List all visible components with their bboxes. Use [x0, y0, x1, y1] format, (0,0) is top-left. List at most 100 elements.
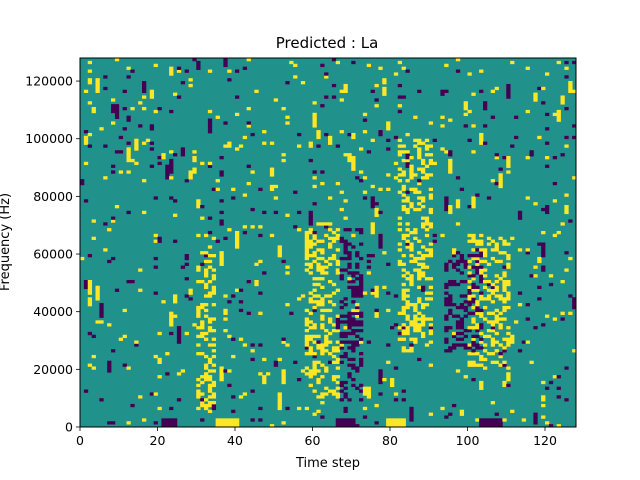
- heatmap-cell-low: [444, 282, 449, 290]
- heatmap-cell-low: [467, 205, 472, 209]
- heatmap-cell-low: [452, 279, 457, 287]
- x-tick-label: 120: [533, 433, 557, 448]
- heatmap-cell-low: [192, 58, 197, 62]
- heatmap-cell-high: [467, 259, 472, 264]
- heatmap-cell-high: [537, 135, 542, 140]
- heatmap-cell-high: [424, 153, 430, 157]
- heatmap-cell-high: [196, 352, 201, 356]
- heatmap-cell-high: [502, 297, 507, 304]
- heatmap-cell-high: [320, 265, 325, 275]
- heatmap-cell-high: [316, 222, 321, 226]
- heatmap-cell-high: [207, 369, 213, 373]
- heatmap-cell-high: [308, 228, 313, 235]
- heatmap-cell-high: [200, 380, 205, 385]
- heatmap-cell-high: [467, 72, 472, 76]
- heatmap-cell-high: [428, 144, 434, 148]
- heatmap-cell-high: [215, 179, 220, 183]
- heatmap-cell-high: [87, 132, 93, 137]
- heatmap-cell-low: [467, 311, 472, 315]
- heatmap-cell-low: [359, 311, 364, 318]
- heatmap-cell-low: [525, 317, 530, 321]
- heatmap-cell-high: [138, 268, 143, 272]
- heatmap-cell-high: [95, 78, 100, 93]
- x-tick-label: 80: [382, 433, 398, 448]
- heatmap-cell-low: [142, 81, 147, 93]
- heatmap-cell-high: [204, 398, 209, 402]
- heatmap-cell-high: [173, 314, 178, 318]
- heatmap-cell-high: [192, 167, 197, 174]
- heatmap-cell-high: [262, 357, 267, 362]
- heatmap-cell-low: [359, 352, 364, 356]
- heatmap-cell-low: [351, 340, 356, 353]
- heatmap-cell-low: [428, 326, 434, 330]
- heatmap-cell-low: [122, 89, 127, 93]
- heatmap-cell-low: [471, 349, 476, 353]
- heatmap-cell-high: [285, 271, 290, 275]
- heatmap-cell-high: [324, 328, 329, 333]
- heatmap-cell-high: [312, 412, 317, 416]
- heatmap-cell-low: [355, 328, 360, 333]
- heatmap-cell-high: [483, 297, 488, 301]
- heatmap-cell-high: [409, 320, 414, 327]
- heatmap-cell-high: [428, 248, 434, 258]
- heatmap-cell-high: [266, 372, 271, 376]
- heatmap-cell-high: [328, 196, 333, 200]
- heatmap-cell-high: [397, 104, 403, 108]
- heatmap-cell-low: [196, 60, 201, 70]
- heatmap-cell-low: [444, 262, 449, 272]
- heatmap-cell-high: [413, 187, 418, 194]
- heatmap-cell-high: [304, 372, 310, 376]
- heatmap-cell-high: [204, 354, 209, 359]
- heatmap-cell-high: [142, 141, 147, 145]
- heatmap-cell-high: [428, 158, 434, 166]
- heatmap-cell-low: [386, 343, 391, 347]
- heatmap-cell-high: [331, 323, 337, 327]
- heatmap-cell-high: [506, 156, 511, 168]
- heatmap-cell-low: [459, 294, 465, 298]
- heatmap-cell-low: [347, 372, 352, 379]
- heatmap-cell-low: [130, 279, 135, 284]
- heatmap-cell-high: [467, 360, 472, 367]
- heatmap-cells: [80, 58, 577, 428]
- heatmap-cell-low: [343, 303, 348, 307]
- heatmap-cell-high: [235, 230, 240, 249]
- x-axis-label: Time step: [295, 456, 360, 471]
- heatmap-cell-high: [510, 409, 515, 413]
- heatmap-cell-high: [428, 285, 434, 290]
- heatmap-cell-low: [258, 418, 263, 422]
- heatmap-cell-low: [87, 254, 93, 258]
- heatmap-cell-high: [114, 58, 120, 62]
- heatmap-cell-high: [347, 153, 352, 163]
- heatmap-cell-high: [188, 78, 193, 82]
- heatmap-cell-high: [572, 349, 577, 353]
- heatmap-cell-high: [486, 328, 492, 333]
- heatmap-cell-high: [192, 150, 197, 154]
- heatmap-cell-low: [471, 297, 476, 304]
- heatmap-cell-high: [471, 196, 476, 209]
- heatmap-cell-low: [494, 418, 499, 428]
- heatmap-cell-high: [498, 311, 503, 315]
- heatmap-cell-high: [324, 366, 329, 373]
- heatmap-cell-low: [502, 363, 507, 367]
- heatmap-cell-high: [366, 271, 372, 275]
- heatmap-cell-low: [126, 141, 131, 145]
- heatmap-cell-high: [428, 340, 434, 344]
- heatmap-cell-low: [351, 285, 356, 298]
- heatmap-cell-high: [552, 375, 558, 379]
- heatmap-cell-low: [297, 210, 302, 215]
- heatmap-cell-low: [157, 107, 162, 111]
- heatmap-cell-high: [552, 112, 558, 117]
- heatmap-cell-low: [219, 219, 224, 226]
- heatmap-cell-high: [401, 158, 406, 163]
- heatmap-cell-high: [331, 303, 337, 307]
- heatmap-cell-high: [479, 311, 484, 318]
- heatmap-cell-low: [560, 153, 565, 157]
- heatmap-cell-low: [463, 334, 468, 339]
- heatmap-cell-high: [335, 181, 341, 186]
- heatmap-cell-high: [479, 248, 484, 252]
- heatmap-cell-high: [421, 314, 426, 327]
- heatmap-cell-low: [134, 343, 139, 347]
- heatmap-cell-high: [328, 279, 333, 284]
- heatmap-cell-high: [126, 147, 131, 163]
- heatmap-cell-high: [297, 406, 302, 411]
